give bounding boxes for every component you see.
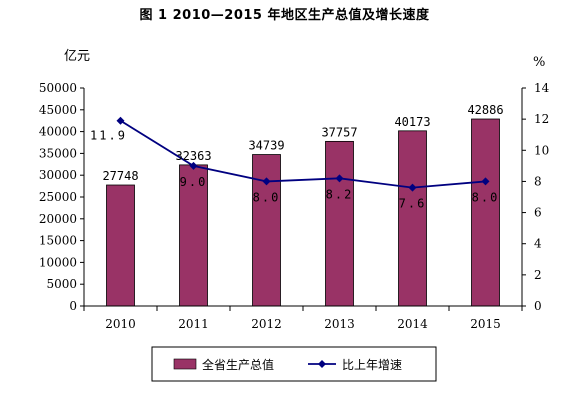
data-labels: 27748 32363 34739 37757 40173 42886 11.9 9.0 8.0… (90, 103, 504, 211)
chart-title: 图 1 2010—2015 年地区生产总值及增长速度 (139, 8, 430, 23)
legend-label-line: 比上年增速 (342, 358, 402, 372)
x-tick-label: 2011 (178, 317, 209, 331)
growth-value-label: 9.0 (180, 175, 208, 189)
bars (106, 118, 500, 307)
y-right-tick-label: 6 (534, 206, 542, 220)
bar-2013 (325, 140, 354, 307)
x-tick-label: 2013 (324, 317, 355, 331)
bar-value-label: 40173 (394, 115, 430, 129)
y-left-tick-label: 45000 (39, 103, 77, 117)
y-left-tick-label: 30000 (39, 168, 77, 182)
x-tick-label: 2014 (397, 317, 428, 331)
y-left-tick-label: 20000 (39, 212, 77, 226)
growth-value-label: 7.6 (399, 197, 427, 211)
y-right-tick-label: 14 (534, 81, 550, 95)
y-right-tick-label: 4 (534, 237, 542, 251)
y-left-tick-label: 35000 (39, 146, 77, 160)
y-left-tick-label: 10000 (39, 255, 77, 269)
y-right-unit: % (533, 55, 545, 70)
y-right-tick-label: 8 (534, 174, 542, 188)
legend-swatch-bar (173, 358, 197, 370)
legend-marker (318, 360, 326, 368)
y-left-tick-label: 25000 (39, 190, 77, 204)
y-left-tick-label: 40000 (39, 125, 77, 139)
bar-value-label: 37757 (321, 125, 357, 139)
y-left-tick-label: 15000 (39, 234, 77, 248)
bar-2012 (252, 154, 281, 307)
y-left-tick-label: 5000 (46, 277, 77, 291)
y-left-tick-label: 0 (69, 299, 77, 313)
growth-point-2010 (116, 116, 125, 125)
growth-point-2012 (262, 177, 271, 186)
legend-box (151, 346, 437, 382)
growth-value-label: 8.2 (326, 187, 354, 201)
y-right-tick-label: 10 (534, 143, 549, 157)
x-tick-label: 2010 (105, 317, 136, 331)
growth-point-2014 (408, 183, 417, 192)
y-left-unit: 亿元 (64, 49, 90, 64)
x-tick-label: 2012 (251, 317, 282, 331)
x-tick-label: 2015 (470, 317, 501, 331)
growth-line (116, 116, 490, 192)
axes: 0 5000 10000 15000 20000 25000 30000 35000 40000… (39, 49, 550, 331)
y-right-tick-label: 12 (534, 112, 549, 126)
growth-value-label: 11.9 (90, 129, 127, 143)
growth-value-label: 8.0 (472, 190, 500, 204)
bar-2014 (398, 130, 427, 307)
legend-label-bar: 全省生产总值 (202, 357, 274, 372)
growth-value-label: 8.0 (253, 190, 281, 204)
bar-value-label: 32363 (175, 149, 211, 163)
bar-2015 (471, 118, 500, 307)
bar-value-label: 34739 (248, 139, 284, 153)
bar-2010 (106, 184, 135, 307)
legend: 全省生产总值 比上年增速 (151, 346, 437, 382)
growth-point-2015 (481, 177, 490, 186)
bar-value-label: 27748 (102, 169, 138, 183)
y-right-tick-label: 2 (534, 268, 542, 282)
y-right-tick-label: 0 (534, 299, 542, 313)
growth-line-path (120, 119, 486, 189)
bar-2011 (179, 164, 208, 307)
growth-point-2013 (335, 174, 344, 183)
y-left-tick-label: 50000 (39, 81, 77, 95)
growth-point-2011 (189, 161, 198, 170)
bar-value-label: 42886 (467, 103, 503, 117)
